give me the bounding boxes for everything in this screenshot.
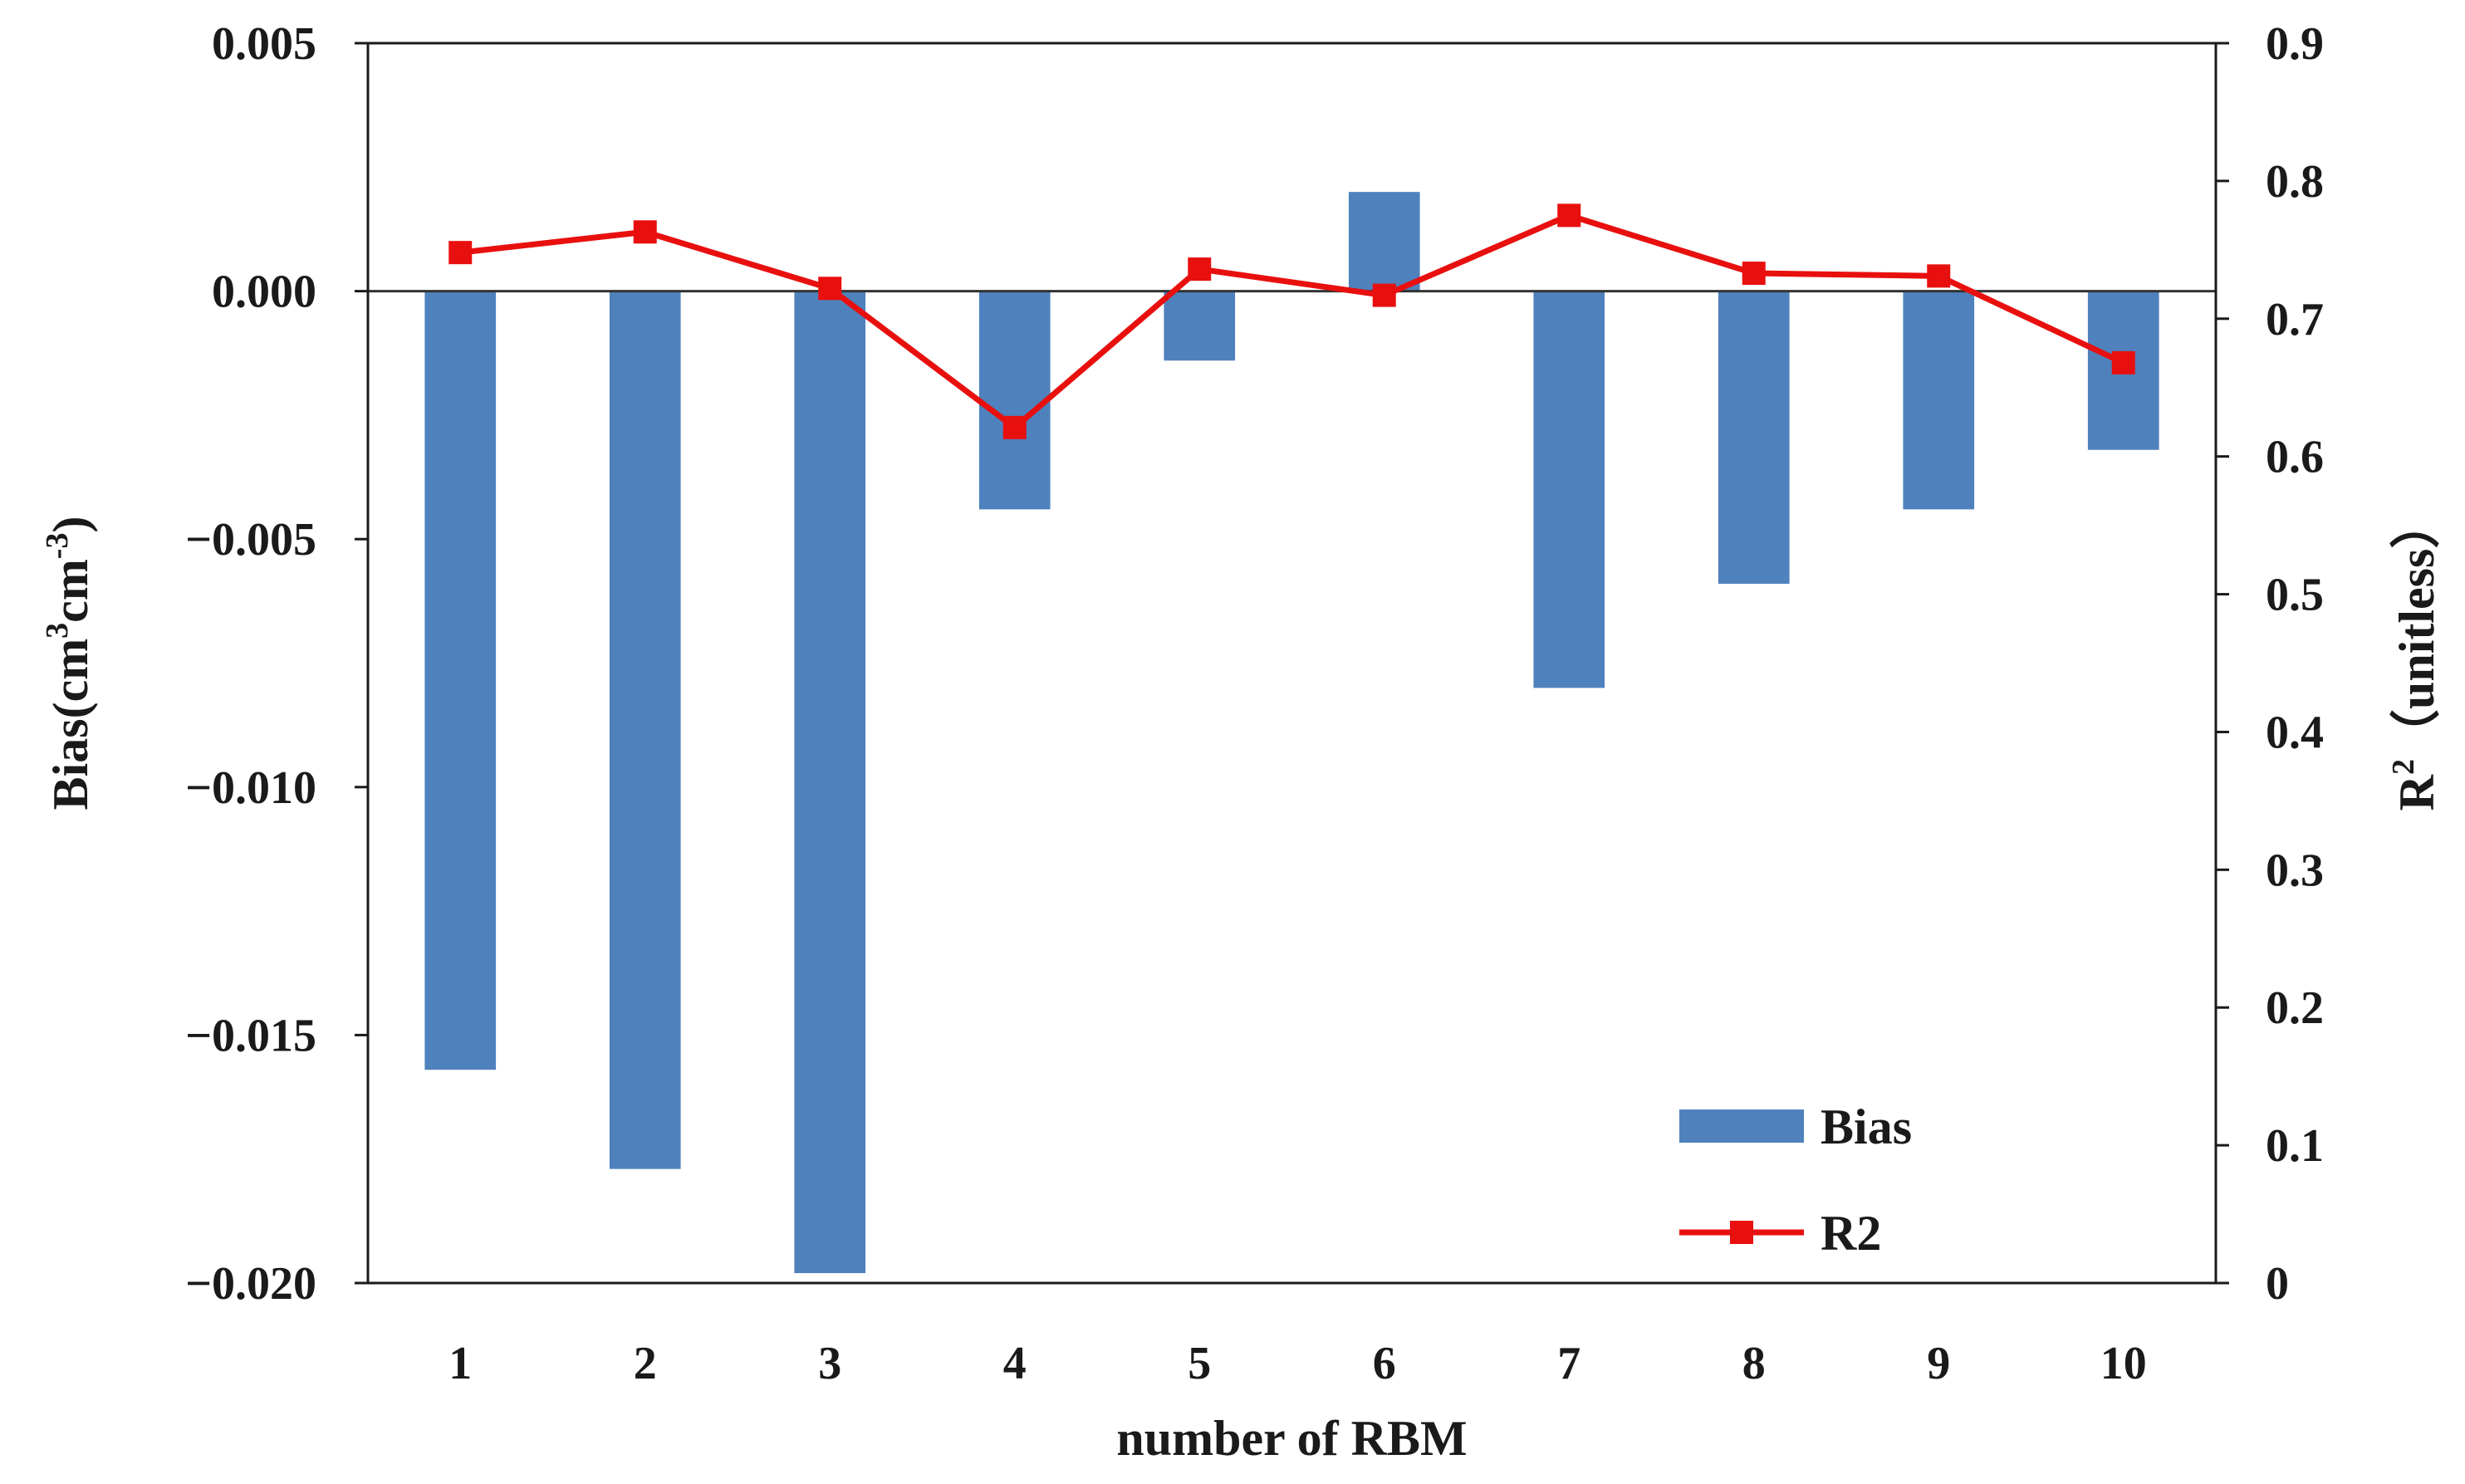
r2-marker: [1927, 264, 1951, 288]
r2-marker: [1742, 262, 1766, 286]
right-tick-label: 0.4: [2266, 707, 2324, 758]
bias-bars: [424, 192, 2159, 1274]
right-tick-label: 0.8: [2266, 156, 2324, 208]
r2-marker: [2111, 350, 2135, 375]
r2-marker: [1557, 203, 1581, 228]
left-axis-title-part: ): [43, 517, 98, 533]
left-axis-ticks: 0.005 0.000 −0.005 −0.010 −0.015 −0.020: [185, 18, 368, 1310]
x-tick-label: 2: [634, 1338, 657, 1389]
right-tick-label: 0.5: [2266, 570, 2324, 621]
bias-bar: [424, 291, 497, 1070]
right-tick-label: 0.7: [2266, 294, 2324, 345]
left-tick-label: −0.020: [185, 1258, 316, 1310]
right-tick-label: 0: [2266, 1258, 2289, 1310]
left-tick-label: 0.005: [212, 18, 316, 70]
legend-r2-label: R2: [1821, 1206, 1881, 1261]
bias-bar: [1903, 291, 1975, 510]
left-axis-title: Bias(cm3cm-3): [40, 517, 98, 811]
x-tick-label: 1: [448, 1338, 472, 1389]
legend-bias-swatch: [1679, 1109, 1804, 1143]
x-axis-ticks: 1 2 3 4 5 6 7 8 9 10: [448, 1338, 2147, 1389]
legend: Bias R2: [1679, 1100, 1912, 1261]
left-axis-title-part: cm: [43, 559, 98, 623]
right-tick-label: 0.9: [2266, 18, 2324, 70]
right-axis-title-part: （unitless）: [2389, 499, 2444, 759]
r2-marker: [1372, 283, 1396, 307]
right-tick-label: 0.2: [2266, 982, 2324, 1034]
right-axis-title-part: R: [2389, 774, 2444, 811]
bias-bar: [794, 291, 866, 1274]
r2-marker: [633, 220, 657, 244]
right-tick-label: 0.3: [2266, 845, 2324, 896]
x-axis-title: number of RBM: [1116, 1411, 1467, 1466]
r2-series: [448, 203, 2135, 439]
left-axis-title-sup: 3: [40, 623, 75, 639]
bias-bar: [1718, 291, 1790, 584]
left-tick-label: −0.015: [185, 1010, 316, 1061]
right-tick-label: 0.6: [2266, 432, 2324, 483]
bias-bar: [609, 291, 681, 1169]
r2-marker: [818, 277, 842, 301]
right-axis-title-sup: 2: [2386, 759, 2421, 775]
x-tick-label: 3: [818, 1338, 841, 1389]
x-tick-label: 7: [1557, 1338, 1580, 1389]
x-tick-label: 4: [1003, 1338, 1027, 1389]
legend-bias-label: Bias: [1821, 1100, 1912, 1154]
left-axis-title-sup: -3: [40, 533, 75, 560]
bias-bar: [1164, 291, 1236, 361]
bias-bar: [1533, 291, 1605, 688]
x-tick-label: 9: [1927, 1338, 1950, 1389]
right-tick-label: 0.1: [2266, 1120, 2324, 1172]
plot-area-frame: [366, 42, 2218, 1285]
bias-bar: [1348, 192, 1420, 291]
x-tick-label: 8: [1742, 1338, 1766, 1389]
left-tick-label: −0.005: [185, 514, 316, 566]
x-tick-label: 10: [2100, 1338, 2147, 1389]
r2-line-path: [459, 212, 2125, 431]
left-tick-label: 0.000: [212, 267, 316, 318]
legend-r2-marker: [1730, 1221, 1753, 1244]
x-tick-label: 6: [1373, 1338, 1396, 1389]
r2-marker: [448, 241, 473, 265]
bias-bar: [978, 291, 1051, 510]
right-axis-ticks: 0.9 0.8 0.7 0.6 0.5 0.4 0.3 0.2 0.1 0: [2216, 18, 2324, 1310]
r2-marker: [1188, 257, 1212, 282]
left-axis-title-part: Bias(cm: [43, 639, 98, 811]
r2-marker: [1002, 415, 1027, 439]
right-axis-title: R2（unitless）: [2386, 499, 2444, 811]
x-tick-label: 5: [1188, 1338, 1211, 1389]
left-tick-label: −0.010: [185, 762, 316, 814]
